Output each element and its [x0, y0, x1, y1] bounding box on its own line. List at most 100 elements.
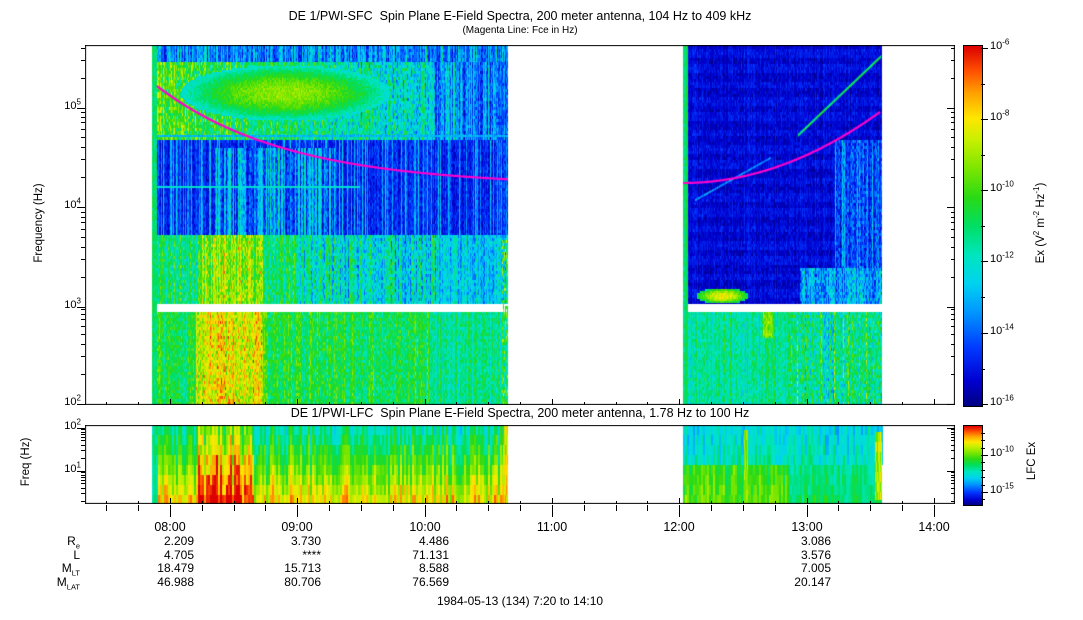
- lfc-y-axis-minor-tick-mirror: [951, 492, 955, 494]
- ephemeris-value: 4.486: [418, 534, 449, 548]
- lfc-y-axis-minor-tick: [81, 429, 85, 431]
- lfc-y-axis-minor-tick-mirror: [951, 444, 955, 446]
- lfc-y-axis-tick-label: 102: [64, 417, 81, 432]
- lfc-bottom-hour-tick: [170, 498, 171, 504]
- date-caption: 1984-05-13 (134) 7:20 to 14:10: [436, 594, 604, 608]
- lfc-bottom-minor-tick: [838, 501, 840, 504]
- sfc-y-axis-minor-tick: [81, 122, 85, 124]
- sfc-y-axis-minor-tick-mirror: [951, 222, 955, 224]
- time-axis-hour-tick: [934, 505, 935, 517]
- lfc-bottom-minor-tick: [647, 501, 649, 504]
- time-axis-minor-tick: [870, 505, 872, 511]
- sfc-colorbar-tick-label: 10-12: [990, 250, 1014, 265]
- time-axis-minor-tick: [488, 505, 490, 511]
- ephemeris-value: 7.005: [800, 561, 831, 576]
- ephemeris-column-09:00: 3.730 **** 15.713 80.706: [237, 534, 321, 589]
- sfc-y-axis-minor-tick-mirror: [951, 129, 955, 131]
- lfc-bottom-minor-tick: [488, 501, 490, 504]
- lfc-y-axis-minor-tick: [81, 444, 85, 446]
- lfc-bottom-minor-tick: [138, 501, 139, 504]
- lfc-y-axis-minor-tick: [81, 449, 85, 451]
- sfc-y-axis-tick-label: 103: [64, 296, 81, 311]
- sfc-bottom-minor-tick: [583, 402, 585, 405]
- ephemeris-value: 3.576: [800, 547, 831, 562]
- sfc-bottom-minor-tick: [201, 402, 203, 405]
- ephemeris-column-10:00: 4.486 71.131 8.588 76.569: [365, 534, 449, 589]
- time-axis-minor-tick: [360, 505, 362, 511]
- sfc-y-axis-minor-tick-mirror: [951, 60, 955, 62]
- ephemeris-row-label: MLT: [61, 561, 80, 578]
- sfc-y-axis-minor-tick-mirror: [951, 276, 955, 278]
- lfc-y-axis-minor-tick-mirror: [951, 457, 955, 459]
- sfc-title: DE 1/PWI-SFC Spin Plane E-Field Spectra,…: [288, 9, 752, 23]
- sfc-colorbar-tick-label: 10-6: [990, 37, 1010, 52]
- sfc-bottom-minor-tick: [870, 402, 872, 405]
- sfc-bottom-hour-tick: [807, 399, 808, 405]
- ephemeris-value: 46.988: [157, 574, 194, 589]
- time-axis-minor-tick: [392, 505, 394, 511]
- sfc-colorbar-minor-tick: [981, 154, 985, 156]
- sfc-bottom-minor-tick: [138, 402, 139, 405]
- lfc-colorbar-tick-label: 10-10: [990, 444, 1014, 459]
- sfc-y-axis-minor-tick: [81, 129, 85, 131]
- time-axis-minor-tick: [902, 505, 903, 511]
- sfc-y-axis-minor-tick-mirror: [951, 211, 955, 213]
- time-axis-minor-tick: [456, 505, 458, 511]
- sfc-y-axis-minor-tick: [81, 136, 85, 138]
- sfc-y-axis-minor-tick-mirror: [951, 246, 955, 248]
- time-axis-hour-tick: [807, 505, 808, 517]
- sfc-y-axis-minor-tick: [81, 146, 85, 148]
- sfc-y-axis-minor-tick: [81, 326, 85, 328]
- sfc-y-axis-minor-tick: [81, 116, 85, 118]
- sfc-y-axis-tick-label: 105: [64, 97, 81, 112]
- sfc-y-axis-minor-tick: [81, 246, 85, 248]
- sfc-y-axis-minor-tick: [81, 308, 85, 310]
- ephemeris-value: 15.713: [284, 561, 321, 576]
- sfc-colorbar-major-tick: [981, 118, 988, 120]
- lfc-y-axis-minor-tick: [81, 492, 85, 494]
- time-axis-hour-tick: [679, 505, 680, 517]
- sfc-y-axis-minor-tick: [81, 159, 85, 161]
- lfc-y-axis-minor-tick-mirror: [951, 474, 955, 476]
- lfc-colorbar-minor-tick: [981, 461, 985, 463]
- sfc-bottom-minor-tick: [742, 402, 744, 405]
- time-axis-minor-tick: [647, 505, 649, 511]
- sfc-bottom-hour-tick: [297, 399, 298, 405]
- ephemeris-column-13:00: 3.086 3.576 7.005 20.147: [747, 534, 831, 589]
- lfc-y-axis-minor-tick: [81, 474, 85, 476]
- lfc-bottom-minor-tick: [360, 501, 362, 504]
- lfc-colorbar-minor-tick: [981, 439, 985, 441]
- ephemeris-row-labels: Re L MLT MLAT: [18, 534, 80, 590]
- lfc-y-axis-minor-tick: [81, 431, 85, 433]
- lfc-y-axis-minor-tick-mirror: [951, 483, 955, 485]
- sfc-bottom-minor-tick: [615, 402, 617, 405]
- sfc-colorbar-label: Ex (V2 m-2 Hz-1): [1032, 182, 1047, 264]
- lfc-y-axis-minor-tick: [81, 487, 85, 489]
- lfc-bottom-minor-tick: [329, 501, 330, 504]
- sfc-colorbar-minor-tick: [981, 296, 985, 298]
- sfc-y-axis-minor-tick-mirror: [951, 333, 955, 335]
- lfc-bottom-minor-tick: [774, 501, 776, 504]
- sfc-y-axis-major-tick: [77, 206, 85, 208]
- ephemeris-row-label: L: [73, 547, 80, 562]
- lfc-y-axis-minor-tick-mirror: [951, 500, 955, 502]
- lfc-y-axis-minor-tick: [81, 480, 85, 482]
- lfc-y-axis-minor-tick: [81, 434, 85, 436]
- sfc-colorbar-minor-tick: [981, 225, 985, 227]
- sfc-bottom-minor-tick: [488, 402, 490, 405]
- sfc-y-axis-minor-tick: [81, 111, 85, 113]
- sfc-colorbar-major-tick: [981, 47, 988, 49]
- sfc-bottom-minor-tick: [106, 402, 108, 405]
- sfc-y-axis-minor-tick-mirror: [951, 343, 955, 345]
- sfc-y-axis-minor-tick-mirror: [951, 122, 955, 124]
- ephemeris-value: 71.131: [412, 547, 449, 562]
- time-tick-label: 08:00: [154, 520, 186, 534]
- sfc-y-axis-minor-tick: [81, 343, 85, 345]
- sfc-y-axis-minor-tick-mirror: [951, 216, 955, 218]
- time-axis-minor-tick: [233, 505, 235, 511]
- lfc-spectrogram: [85, 425, 955, 504]
- time-tick-label: 13:00: [791, 520, 823, 534]
- ephemeris-value: 2.209: [163, 534, 194, 548]
- sfc-y-axis-minor-tick: [81, 216, 85, 218]
- lfc-y-axis-minor-tick: [81, 477, 85, 479]
